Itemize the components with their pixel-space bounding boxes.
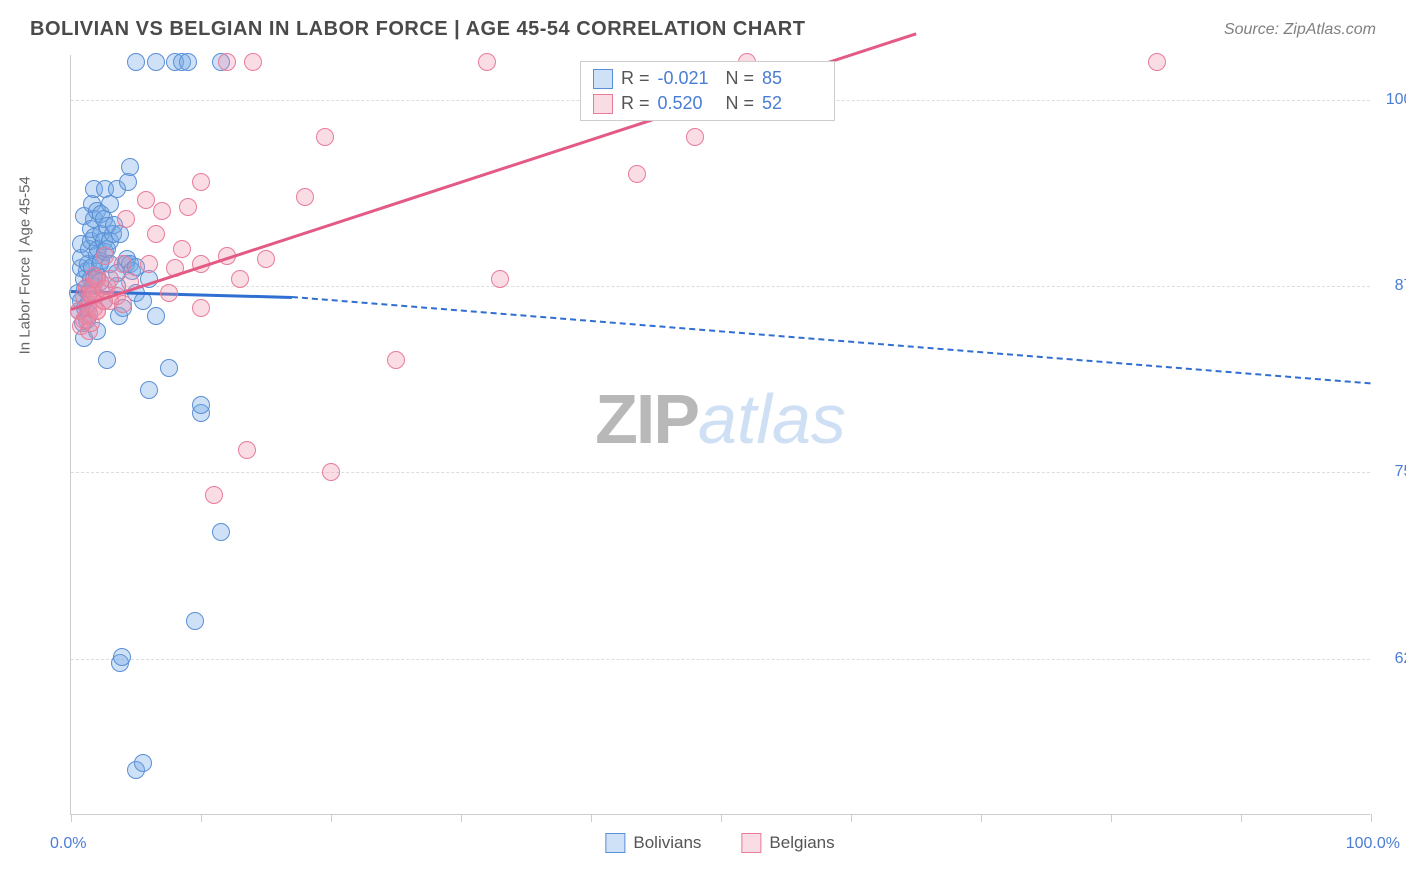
x-tick <box>591 814 592 822</box>
scatter-point <box>186 612 204 630</box>
scatter-point <box>478 53 496 71</box>
stats-n-label: N = <box>726 93 755 114</box>
stats-n-value: 52 <box>762 93 822 114</box>
scatter-point <box>322 463 340 481</box>
scatter-point <box>147 307 165 325</box>
scatter-point <box>140 255 158 273</box>
x-axis-max-label: 100.0% <box>1346 835 1400 853</box>
chart-area: ZIPatlas 62.5%75.0%87.5%100.0% In Labor … <box>70 55 1370 815</box>
legend-swatch <box>605 833 625 853</box>
scatter-point <box>113 648 131 666</box>
stats-r-label: R = <box>621 68 650 89</box>
scatter-point <box>179 198 197 216</box>
scatter-point <box>114 255 132 273</box>
y-axis-title: In Labor Force | Age 45-54 <box>17 176 34 354</box>
x-tick <box>1111 814 1112 822</box>
watermark-zip: ZIP <box>595 380 698 458</box>
scatter-point <box>101 270 119 288</box>
scatter-point <box>147 225 165 243</box>
stats-swatch <box>593 94 613 114</box>
source-credit: Source: ZipAtlas.com <box>1224 21 1376 39</box>
chart-title: BOLIVIAN VS BELGIAN IN LABOR FORCE | AGE… <box>30 18 805 41</box>
scatter-point <box>192 396 210 414</box>
x-tick <box>1371 814 1372 822</box>
scatter-point <box>127 53 145 71</box>
scatter-point <box>140 381 158 399</box>
y-tick-label: 100.0% <box>1380 91 1406 109</box>
stats-row: R = -0.021 N = 85 <box>593 66 822 91</box>
scatter-point <box>686 128 704 146</box>
legend-label: Belgians <box>769 833 834 853</box>
scatter-point <box>238 441 256 459</box>
stats-box: R = -0.021 N = 85 R = 0.520 N = 52 <box>580 61 835 121</box>
scatter-point <box>316 128 334 146</box>
stats-row: R = 0.520 N = 52 <box>593 91 822 116</box>
y-tick-label: 87.5% <box>1380 277 1406 295</box>
scatter-point <box>205 486 223 504</box>
stats-n-value: 85 <box>762 68 822 89</box>
legend: Bolivians Belgians <box>605 833 834 853</box>
scatter-point <box>192 299 210 317</box>
legend-swatch <box>741 833 761 853</box>
x-tick <box>71 814 72 822</box>
watermark: ZIPatlas <box>595 379 846 459</box>
y-tick-label: 75.0% <box>1380 463 1406 481</box>
x-tick <box>851 814 852 822</box>
scatter-point <box>160 359 178 377</box>
scatter-point <box>134 754 152 772</box>
legend-item: Belgians <box>741 833 834 853</box>
scatter-point <box>387 351 405 369</box>
scatter-point <box>98 351 116 369</box>
stats-r-label: R = <box>621 93 650 114</box>
scatter-point <box>212 523 230 541</box>
x-tick <box>721 814 722 822</box>
scatter-point <box>244 53 262 71</box>
stats-swatch <box>593 69 613 89</box>
scatter-point <box>1148 53 1166 71</box>
x-tick <box>461 814 462 822</box>
scatter-point <box>179 53 197 71</box>
stats-r-value: -0.021 <box>658 68 718 89</box>
scatter-point <box>117 210 135 228</box>
scatter-point <box>231 270 249 288</box>
gridline <box>71 286 1370 287</box>
y-tick-label: 62.5% <box>1380 650 1406 668</box>
x-tick <box>331 814 332 822</box>
stats-n-label: N = <box>726 68 755 89</box>
x-tick <box>1241 814 1242 822</box>
scatter-point <box>173 240 191 258</box>
plot-region: ZIPatlas 62.5%75.0%87.5%100.0% <box>70 55 1370 815</box>
x-tick <box>201 814 202 822</box>
scatter-point <box>296 188 314 206</box>
stats-r-value: 0.520 <box>658 93 718 114</box>
scatter-point <box>114 295 132 313</box>
scatter-point <box>192 173 210 191</box>
legend-item: Bolivians <box>605 833 701 853</box>
watermark-atlas: atlas <box>698 380 846 458</box>
gridline <box>71 659 1370 660</box>
trend-line-dashed <box>292 296 1371 384</box>
x-axis-min-label: 0.0% <box>50 835 86 853</box>
scatter-point <box>218 53 236 71</box>
scatter-point <box>147 53 165 71</box>
scatter-point <box>491 270 509 288</box>
scatter-point <box>153 202 171 220</box>
scatter-point <box>96 247 114 265</box>
scatter-point <box>121 158 139 176</box>
scatter-point <box>137 191 155 209</box>
gridline <box>71 472 1370 473</box>
x-tick <box>981 814 982 822</box>
scatter-point <box>628 165 646 183</box>
scatter-point <box>160 284 178 302</box>
legend-label: Bolivians <box>633 833 701 853</box>
scatter-point <box>257 250 275 268</box>
